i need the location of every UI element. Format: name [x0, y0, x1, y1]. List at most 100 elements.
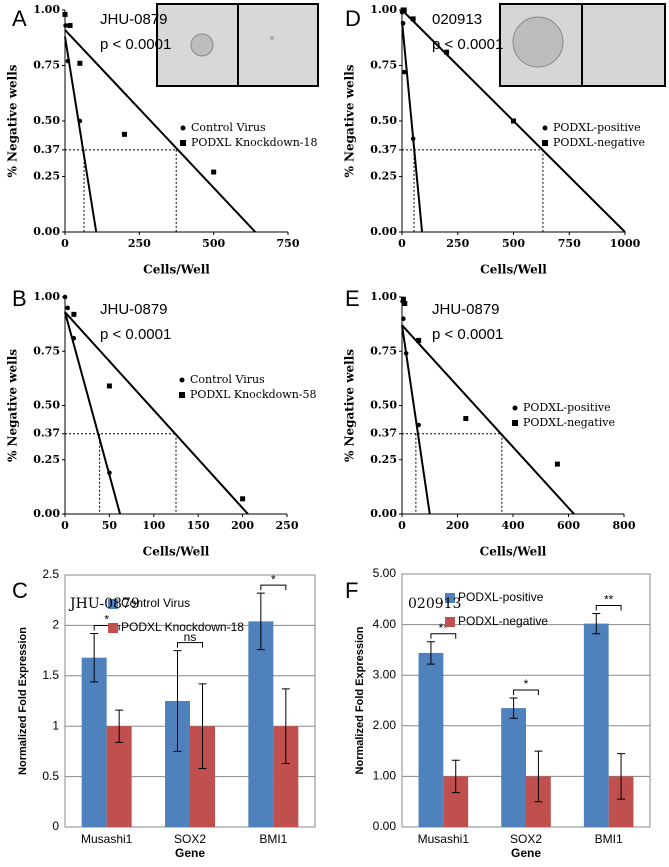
x-tick-label: 750	[277, 237, 300, 250]
point	[71, 335, 77, 341]
y-tick-label: 0.00	[373, 819, 397, 833]
y-tick-label: 0.25	[370, 170, 397, 183]
point	[211, 169, 217, 175]
legend-marker	[179, 377, 185, 383]
y-tick-label: 2	[52, 618, 59, 632]
point	[63, 23, 68, 28]
panel-letter: E	[345, 286, 360, 311]
point	[416, 422, 421, 428]
x-axis-label: Gene	[175, 846, 205, 860]
annotation: p < 0.0001	[432, 326, 503, 343]
significance-bracket	[430, 633, 457, 639]
inset-image-a	[156, 3, 319, 87]
y-tick-label: 1.5	[42, 668, 59, 682]
fit-line	[401, 21, 424, 233]
y-axis-label: Normalized Fold Expression	[17, 627, 29, 775]
point	[410, 16, 416, 22]
fit-line	[401, 324, 575, 515]
error-bar	[173, 650, 182, 752]
significance-bracket	[513, 689, 539, 695]
error-bar	[90, 632, 99, 683]
inset-image-d	[499, 3, 666, 87]
point	[77, 60, 83, 66]
y-tick-label: 0.75	[33, 59, 60, 72]
x-tick-label: 800	[613, 519, 636, 532]
legend-marker	[542, 125, 548, 131]
y-tick-label: 0.50	[370, 399, 397, 412]
x-axis-label: Cells/Well	[480, 263, 547, 277]
legend-label: PODXL-positive	[553, 121, 641, 134]
legend-marker	[512, 420, 518, 426]
y-tick-label: 0.00	[370, 507, 397, 520]
y-tick-label: 0.37	[370, 427, 397, 440]
x-tick-label: 200	[446, 519, 469, 532]
point	[77, 118, 83, 124]
legend-label: PODXL-negative	[523, 416, 615, 429]
annotation: p < 0.0001	[100, 326, 171, 343]
x-tick-label: 250	[276, 519, 299, 532]
legend-marker	[445, 593, 455, 603]
bar	[81, 657, 107, 827]
x-tick-label: 200	[231, 519, 254, 532]
y-tick-label: 2.5	[42, 567, 59, 581]
x-axis-label: Cells/Well	[143, 545, 210, 559]
point	[416, 337, 422, 343]
significance-label: **	[439, 621, 449, 635]
x-tick-label: BMI1	[259, 832, 287, 846]
y-tick-label: 0.75	[370, 59, 397, 72]
legend-label: PODXL-positive	[523, 401, 611, 414]
x-tick-label: BMI1	[595, 832, 623, 846]
point	[67, 23, 73, 29]
y-tick-label: 1.00	[370, 290, 397, 303]
legend-marker	[108, 599, 118, 609]
legend-label: PODXL-negative	[553, 136, 645, 149]
point	[401, 316, 406, 322]
x-tick-label: 150	[187, 519, 210, 532]
fit-line	[64, 311, 249, 515]
error-bar	[592, 612, 601, 635]
x-tick-label: 0	[61, 237, 69, 250]
y-tick-label: 0.50	[33, 399, 60, 412]
x-tick-label: 1000	[610, 237, 641, 250]
x-tick-label: 100	[142, 519, 165, 532]
y-axis-label: % Negative wells	[6, 64, 20, 177]
point	[65, 305, 70, 311]
annotation: 020913	[432, 11, 482, 28]
y-tick-label: 0.37	[33, 143, 60, 156]
point	[511, 118, 516, 124]
x-tick-label: 600	[557, 519, 580, 532]
error-bar	[198, 683, 207, 770]
panel-letter: C	[12, 578, 28, 603]
point	[240, 496, 246, 502]
legend-label: Control Virus	[121, 596, 190, 610]
bar	[248, 621, 274, 827]
significance-bracket	[260, 584, 287, 591]
panel-letter: A	[12, 6, 27, 31]
point	[401, 69, 407, 75]
annotation: JHU-0879	[432, 301, 500, 318]
y-tick-label: 0.37	[370, 143, 397, 156]
x-tick-label: 250	[446, 237, 469, 250]
y-tick-label: 0.50	[370, 114, 397, 127]
y-tick-label: 0.00	[33, 225, 60, 238]
legend-label: PODXL-positive	[458, 590, 544, 604]
y-tick-label: 1	[52, 718, 59, 732]
fit-line	[64, 36, 98, 233]
x-tick-label: Musashi1	[418, 832, 470, 846]
legend-label: PODXL Knockdown-18	[121, 620, 244, 634]
y-tick-label: 3.00	[373, 667, 397, 681]
point	[554, 461, 560, 467]
x-tick-label: Musashi1	[81, 832, 133, 846]
x-axis-label: Cells/Well	[143, 263, 210, 277]
legend-marker	[179, 392, 185, 398]
error-bar	[115, 709, 124, 743]
y-tick-label: 0.75	[370, 344, 397, 357]
x-tick-label: 500	[502, 237, 525, 250]
y-axis-label: % Negative wells	[343, 64, 357, 177]
significance-label: *	[271, 572, 276, 586]
point	[463, 416, 469, 422]
point	[121, 131, 127, 137]
y-tick-label: 0.25	[33, 453, 60, 466]
error-bar	[509, 697, 518, 719]
